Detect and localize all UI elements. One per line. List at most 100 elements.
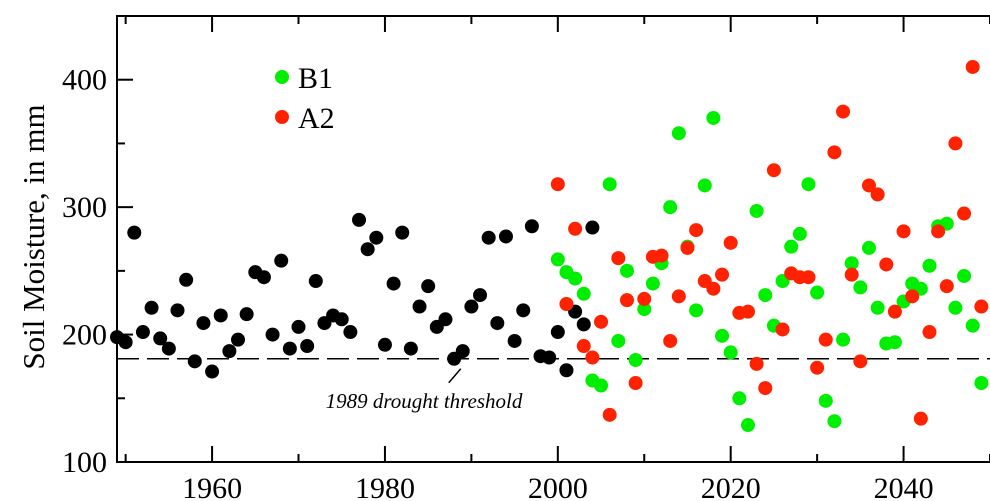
historical-point [170,303,185,318]
historical-point [464,299,479,314]
b1-point [723,345,738,360]
historical-point [550,325,565,340]
b1-point [784,239,799,254]
b1-point [810,285,825,300]
historical-point [516,303,531,318]
a2-point [611,251,626,266]
legend-marker-a2 [275,110,289,124]
historical-point [187,354,202,369]
a2-point [775,322,790,337]
b1-point [706,110,721,125]
a2-point [723,235,738,250]
y-tick-label: 100 [62,446,107,479]
b1-point [792,226,807,241]
plot-frame [116,15,990,463]
b1-point [818,393,833,408]
a2-point [939,279,954,294]
a2-point [568,221,583,236]
historical-point [239,307,254,322]
a2-point [602,407,617,422]
historical-point [386,276,401,291]
historical-point [412,299,427,314]
b1-point [568,271,583,286]
b1-point [637,302,652,317]
b1-point [801,177,816,192]
a2-point [689,223,704,238]
a2-point [853,354,868,369]
historical-point [498,229,513,244]
a2-point [896,224,911,239]
b1-point [576,286,591,301]
a2-point [628,375,643,390]
b1-point [732,391,747,406]
historical-point [144,300,159,315]
axes: 1960 1980 2000 2020 2040 100 200 300 400 [62,15,990,501]
threshold-label: 1989 drought threshold [326,389,523,413]
a2-point [922,325,937,340]
a2-point [948,136,963,151]
a2-point [576,339,591,354]
historical-point [282,341,297,356]
b1-point [740,418,755,433]
historical-point [308,274,323,289]
x-tick-label: 2040 [874,472,934,501]
a2-point [879,257,894,272]
b1-point [619,263,634,278]
b1-point [550,252,565,267]
b1-point [749,203,764,218]
historical-point [265,327,280,342]
historical-point [291,319,306,334]
y-axis-title: Soil Moisture, in mm [16,104,51,369]
historical-point [118,335,133,350]
a2-point [619,293,634,308]
historical-point [369,230,384,245]
b1-point [844,256,859,271]
a2-point [654,248,669,263]
historical-point [395,225,410,240]
legend-marker-b1 [275,70,289,84]
historical-point [179,272,194,287]
a2-point [766,163,781,178]
a2-point [965,59,980,74]
historical-point [300,339,315,354]
historical-point [455,344,470,359]
b1-point [974,375,989,390]
legend: B1 A2 [275,62,335,135]
historical-point [403,341,418,356]
b1-point [861,240,876,255]
a2-point [740,304,755,319]
historical-point [196,316,211,331]
x-tick-label: 2000 [528,472,588,501]
y-tick-label: 300 [62,191,107,224]
a2-point [550,177,565,192]
a2-point [585,350,600,365]
historical-point [524,219,539,234]
historical-point [481,230,496,245]
b1-point [965,318,980,333]
a2-point [810,360,825,375]
a2-point [559,296,574,311]
historical-point [153,331,168,346]
threshold-pointer [448,368,462,384]
historical-point [438,312,453,327]
historical-point [135,325,150,340]
historical-point [213,308,228,323]
b1-point [827,414,842,429]
b1-point [671,126,686,141]
historical-point [231,332,246,347]
b1-point [663,200,678,215]
b1-point [645,276,660,291]
historical-point [205,364,220,379]
historical-point [421,279,436,294]
b1-point [836,332,851,347]
legend-label-a2: A2 [298,102,335,135]
a2-point [818,332,833,347]
a2-point [844,267,859,282]
a2-point [749,356,764,371]
a2-point [913,411,928,426]
b1-point [948,300,963,315]
legend-label-b1: B1 [298,62,333,95]
a2-point [680,240,695,255]
b1-point [611,333,626,348]
